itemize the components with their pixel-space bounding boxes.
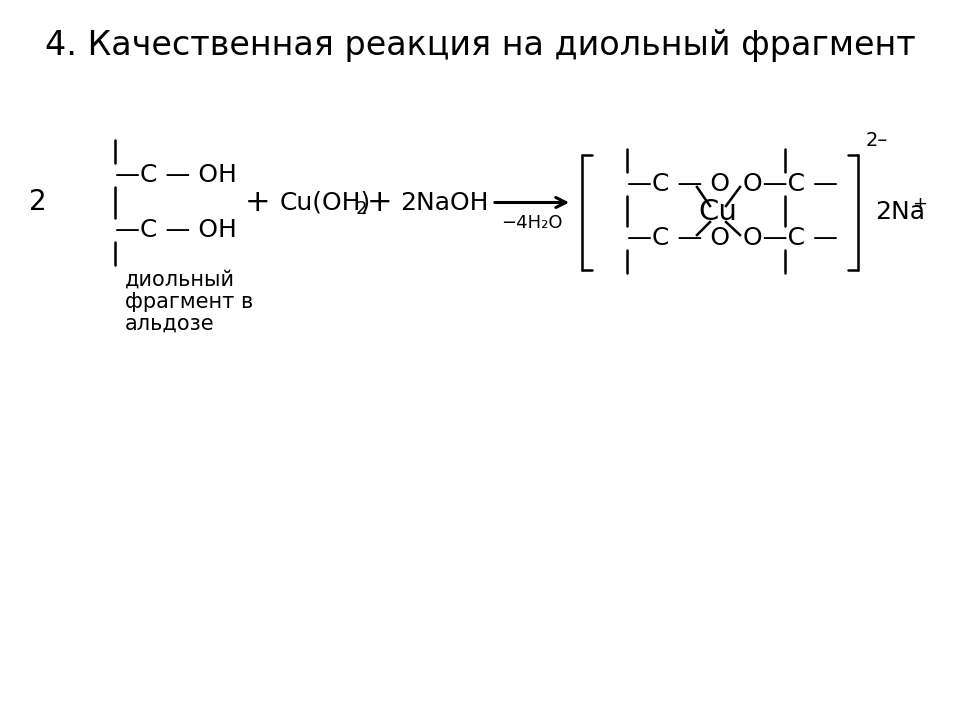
Text: Cu: Cu xyxy=(699,198,737,226)
Text: фрагмент в: фрагмент в xyxy=(125,292,253,312)
Text: 2: 2 xyxy=(356,199,368,217)
Text: 2Na: 2Na xyxy=(875,200,925,224)
Text: диольный: диольный xyxy=(125,270,235,290)
Text: 2NaOH: 2NaOH xyxy=(400,191,489,215)
Text: —C — O: —C — O xyxy=(627,226,730,250)
Text: Cu(OH): Cu(OH) xyxy=(280,191,372,215)
Text: —C — O: —C — O xyxy=(627,172,730,196)
Text: O—C —: O—C — xyxy=(743,226,838,250)
Text: —C — OH: —C — OH xyxy=(115,163,237,187)
Text: 4. Качественная реакция на диольный фрагмент: 4. Качественная реакция на диольный фраг… xyxy=(44,29,916,61)
Text: −4H₂O: −4H₂O xyxy=(501,214,563,232)
Text: O—C —: O—C — xyxy=(743,172,838,196)
Text: альдозе: альдозе xyxy=(125,314,215,334)
Text: +: + xyxy=(367,188,393,217)
Text: 2–: 2– xyxy=(866,130,888,150)
Text: 2: 2 xyxy=(29,189,47,217)
Text: —C — OH: —C — OH xyxy=(115,218,237,242)
Text: +: + xyxy=(245,188,271,217)
Text: +: + xyxy=(912,195,927,213)
